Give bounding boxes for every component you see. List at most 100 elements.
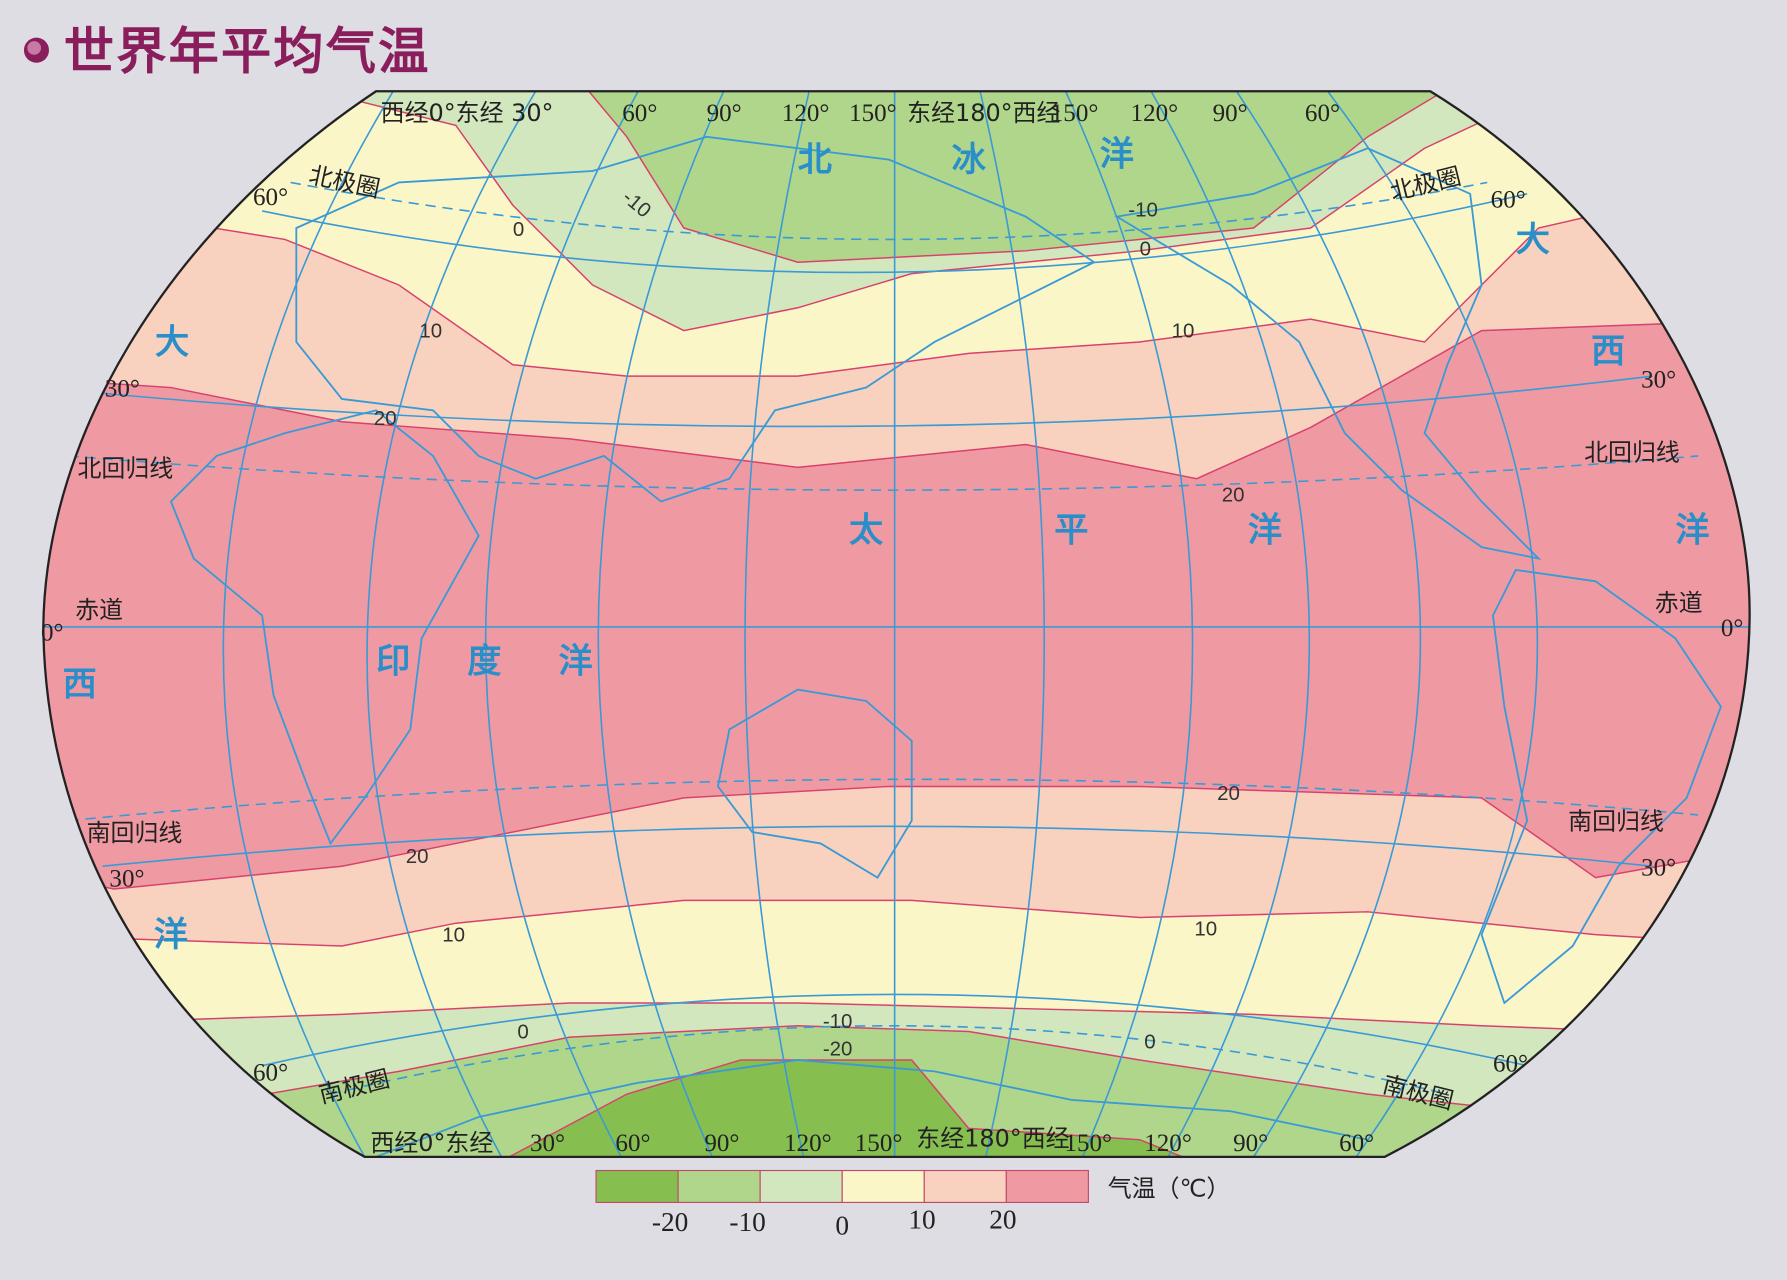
north-america-outline — [1114, 147, 1542, 560]
longitude-label: 150° — [1064, 1130, 1112, 1157]
latitude-label: 60° — [1491, 186, 1526, 213]
longitude-label: 120° — [782, 100, 830, 127]
meridian — [979, 91, 1046, 1157]
longitude-label: 120° — [1144, 1130, 1192, 1157]
ocean-label-arctic: 洋 — [1100, 134, 1134, 174]
latitude-label: 30° — [1641, 367, 1676, 394]
latitude-label: 30° — [1641, 854, 1676, 881]
longitude-label: 150° — [855, 1130, 903, 1157]
latitude-label: 30° — [105, 376, 140, 403]
isotherm-label: 10 — [1172, 319, 1195, 342]
tropic-of-capricorn — [68, 778, 1699, 822]
ocean-labels: 北 冰 洋 大 西 洋 大 西 洋 太 平 洋 印 度 洋 — [63, 134, 1710, 955]
ocean-label-atlantic: 西 — [1591, 331, 1625, 371]
parallel-30s — [102, 825, 1653, 868]
isotherm-label: 10 — [1194, 918, 1217, 941]
equator-label: 赤道 — [75, 596, 123, 624]
longitude-label: 60° — [1305, 100, 1340, 127]
isotherm-label: -20 — [823, 1037, 853, 1060]
meridian — [222, 91, 394, 1157]
legend-swatch — [1005, 1169, 1089, 1203]
antarctica-outline — [375, 1059, 1368, 1157]
ocean-label-arctic: 北 — [798, 140, 832, 180]
meridian — [1064, 91, 1194, 1157]
meridian — [1327, 91, 1539, 1157]
longitude-label: 30° — [530, 1130, 565, 1157]
ocean-label-pacific: 太 — [849, 510, 884, 550]
tropic-of-cancer-label: 北回归线 — [77, 454, 173, 482]
ocean-label-indian: 洋 — [558, 641, 592, 681]
band-below-minus20-south — [455, 1059, 1254, 1157]
isotherm-label: 0 — [513, 218, 524, 241]
longitude-label: 150° — [849, 100, 897, 127]
africa-outline — [169, 409, 480, 846]
parallel-30n — [102, 375, 1653, 428]
longitude-label: 东经180°西经 — [916, 1125, 1069, 1153]
legend-tick: 20 — [989, 1205, 1016, 1235]
legend-tick: -10 — [729, 1207, 765, 1237]
ocean-label-atlantic: 大 — [155, 322, 189, 362]
legend-tick: 0 — [835, 1210, 849, 1240]
arctic-circle — [290, 181, 1488, 241]
isotherm-label: 0 — [1140, 237, 1151, 260]
map-border — [42, 90, 1751, 1158]
isotherm-label: 0 — [1144, 1031, 1155, 1054]
band-above-20 — [43, 319, 1750, 890]
ocean-label-atlantic: 西 — [63, 664, 97, 704]
isotherm-label: 20 — [374, 407, 397, 430]
meridian — [1235, 91, 1422, 1157]
isotherm-label: 10 — [419, 319, 442, 342]
right-latitude-labels: 北极圈 60° 30° 北回归线 赤道 0° 南回归线 30° 60° 南极圈 — [1380, 162, 1744, 1115]
latitude-label: 30° — [109, 866, 144, 893]
isotherm-label: 10 — [442, 923, 465, 946]
longitude-label: 60° — [615, 1130, 650, 1157]
south-america-outline — [1480, 568, 1722, 1005]
meridian — [597, 91, 725, 1157]
isotherm-label: 20 — [1217, 782, 1240, 805]
bottom-longitude-labels: 西经0°东经 30° 60° 90° 120° 150° 东经180°西经 15… — [370, 1125, 1374, 1158]
meridian — [366, 91, 537, 1157]
longitude-label: 西经0°东经 30° — [381, 99, 554, 127]
latitude-label: 0° — [41, 620, 64, 647]
isotherm-label: 20 — [406, 845, 429, 868]
ocean-label-atlantic: 洋 — [1675, 510, 1709, 550]
longitude-label: 90° — [1213, 100, 1248, 127]
longitude-label: 120° — [784, 1130, 832, 1157]
meridian — [484, 91, 639, 1157]
legend-unit-label: 气温（℃） — [1108, 1175, 1231, 1203]
meridian — [744, 91, 810, 1157]
top-longitude-labels: 西经0°东经 30° 60° 90° 120° 150° 东经180°西经 15… — [381, 99, 1340, 127]
latitude-label: 60° — [1493, 1050, 1528, 1077]
band-minus20-minus10-north — [569, 91, 1482, 263]
ocean-label-indian: 印 — [376, 641, 410, 681]
meridian — [1150, 91, 1311, 1157]
ocean-label-arctic: 冰 — [952, 140, 987, 180]
longitude-label: 90° — [1233, 1130, 1268, 1157]
latitude-label: 0° — [1721, 615, 1744, 642]
equator-label: 赤道 — [1655, 589, 1703, 617]
parallel-60n — [261, 193, 1528, 274]
tropic-of-capricorn-label: 南回归线 — [1568, 808, 1664, 836]
legend-swatch — [677, 1169, 761, 1203]
legend: -20 -10 0 10 20 气温（℃） — [595, 1169, 1231, 1240]
latitude-label: 60° — [253, 1059, 288, 1086]
ocean-label-indian: 度 — [467, 641, 502, 681]
isotherm-labels: -10 0 -10 0 10 10 20 20 20 20 10 10 0 -1… — [374, 186, 1245, 1061]
isotherm-label: 0 — [517, 1020, 528, 1043]
legend-swatch — [759, 1169, 843, 1203]
tropic-of-capricorn-label: 南回归线 — [87, 819, 183, 847]
tropic-of-cancer-label: 北回归线 — [1584, 439, 1680, 467]
longitude-label: 西经0°东经 — [370, 1129, 493, 1157]
legend-tick: 10 — [908, 1205, 935, 1235]
longitude-label: 东经180°西经 — [907, 99, 1060, 127]
latitude-label: 60° — [253, 184, 288, 211]
left-latitude-labels: 60° 北极圈 30° 北回归线 0° 赤道 南回归线 30° 60° 南极圈 — [41, 161, 392, 1109]
longitude-label: 150° — [1051, 100, 1099, 127]
isotherm-label: -10 — [1128, 199, 1158, 222]
parallel-60s — [261, 993, 1528, 1067]
longitude-label: 120° — [1131, 100, 1179, 127]
legend-tick: -20 — [652, 1207, 688, 1237]
map-title: 世界年平均气温 — [64, 21, 431, 80]
